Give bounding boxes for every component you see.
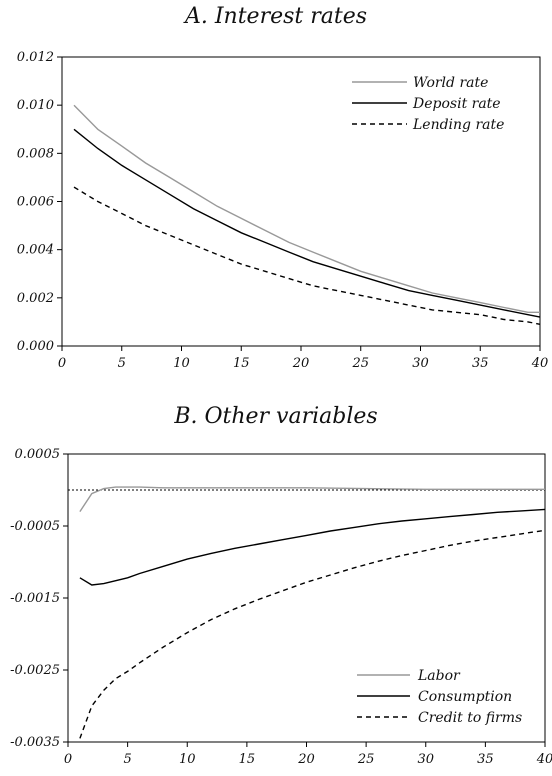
chart-a-x-tick-label: 15 (233, 356, 250, 371)
chart-b-series-labor (79, 486, 545, 512)
chart-b-legend-label: Labor (417, 668, 461, 684)
chart-b-x-tick-label: 25 (357, 752, 375, 767)
chart-b-y-tick-label: -0.0035 (10, 735, 60, 750)
chart-b-y-tick-label: -0.0005 (10, 519, 60, 534)
chart-a-legend-label: World rate (413, 75, 488, 91)
chart-a-y-tick-label: 0.012 (17, 50, 54, 65)
chart-b-y-tick-label: -0.0015 (10, 591, 60, 606)
chart-a-x-tick-label: 40 (531, 356, 549, 371)
chart-b-x-tick-label: 5 (123, 752, 131, 767)
chart-a-legend-label: Deposit rate (412, 96, 501, 112)
chart-a-series-deposit-rate (73, 128, 541, 318)
chart-b-x-tick-label: 40 (536, 752, 552, 767)
chart-b-y-tick-label: 0.0005 (15, 447, 61, 462)
chart-b-x-tick-label: 30 (417, 752, 434, 767)
chart-a-y-tick-label: 0.006 (17, 195, 54, 210)
chart-a-x-tick-label: 20 (292, 356, 310, 371)
chart-b-y-tick-label: -0.0025 (10, 663, 60, 678)
chart-b-legend-label: Consumption (418, 689, 512, 705)
chart-a-x-tick-label: 5 (118, 356, 126, 371)
chart-a-x-tick-label: 25 (351, 356, 369, 371)
chart-a-y-tick-label: 0.002 (17, 291, 54, 306)
chart-a-y-tick-label: 0.000 (17, 339, 54, 354)
chart-b-x-tick-label: 35 (477, 752, 494, 767)
chart-b-x-tick-label: 20 (297, 752, 315, 767)
chart-a-x-tick-label: 30 (412, 356, 429, 371)
chart-a-title: A. Interest rates (184, 4, 368, 29)
chart-a-interest-rates: 0 5 10 15 20 25 30 35 40 0.000 0.002 0.004 0.006 0.00… (17, 50, 549, 371)
chart-a-y-tick-label: 0.004 (17, 243, 54, 258)
chart-a-legend-label: Lending rate (412, 117, 504, 133)
chart-a-y-tick-label: 0.008 (17, 146, 54, 161)
chart-a-x-tick-label: 10 (173, 356, 190, 371)
chart-b-title: B. Other variables (174, 404, 378, 429)
chart-a-y-tick-label: 0.010 (17, 98, 54, 113)
chart-b-series-consumption (79, 508, 546, 586)
chart-b-x-tick-label: 0 (64, 752, 72, 767)
chart-a-series-world-rate (73, 104, 540, 313)
chart-b-x-tick-label: 10 (179, 752, 196, 767)
chart-b-x-tick-label: 15 (239, 752, 256, 767)
chart-a-x-tick-label: 0 (58, 356, 66, 371)
chart-b-series-credit-to-firms (79, 529, 546, 739)
chart-b-legend-label: Credit to firms (418, 710, 522, 726)
chart-a-x-tick-label: 35 (472, 356, 489, 371)
